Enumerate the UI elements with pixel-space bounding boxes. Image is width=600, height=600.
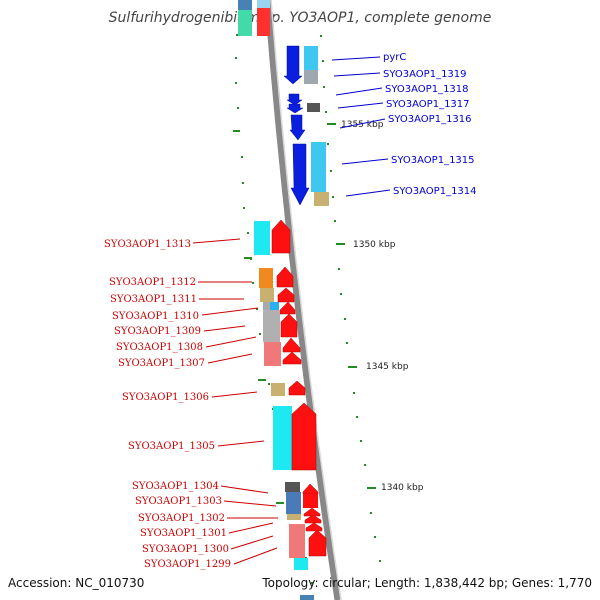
gene-label-SYO3AOP1_1307: SYO3AOP1_1307 — [118, 358, 205, 369]
guide-dots — [235, 34, 381, 584]
gene-label-SYO3AOP1_1314: SYO3AOP1_1314 — [393, 186, 477, 197]
gene-label-SYO3AOP1_1318: SYO3AOP1_1318 — [385, 84, 469, 95]
gene-label-SYO3AOP1_1300: SYO3AOP1_1300 — [142, 544, 229, 555]
gene-label-SYO3AOP1_1316: SYO3AOP1_1316 — [388, 114, 472, 125]
reverse-strand-features — [254, 219, 327, 600]
gene-label-pyrC: pyrC — [383, 52, 406, 63]
gene-label-SYO3AOP1_1305: SYO3AOP1_1305 — [128, 441, 215, 452]
forward-strand-features — [283, 45, 329, 206]
gene-label-SYO3AOP1_1308: SYO3AOP1_1308 — [116, 342, 203, 353]
genome-backbone — [264, 0, 342, 600]
gene-label-SYO3AOP1_1301: SYO3AOP1_1301 — [140, 528, 227, 539]
gene-label-SYO3AOP1_1302: SYO3AOP1_1302 — [138, 513, 225, 524]
scale-label: 1350 kbp — [353, 240, 396, 250]
gene-label-SYO3AOP1_1310: SYO3AOP1_1310 — [112, 311, 199, 322]
topology-text: Topology: circular; Length: 1,838,442 bp… — [262, 576, 592, 590]
reverse-leader-lines — [192, 238, 278, 565]
scale-label: 1355 kbp — [341, 120, 384, 130]
gene-label-SYO3AOP1_1319: SYO3AOP1_1319 — [383, 69, 467, 80]
gene-label-SYO3AOP1_1312: SYO3AOP1_1312 — [109, 277, 196, 288]
forward-leader-lines — [331, 56, 391, 197]
feature-block — [257, 0, 270, 36]
gene-label-SYO3AOP1_1317: SYO3AOP1_1317 — [386, 99, 470, 110]
gene-label-SYO3AOP1_1313: SYO3AOP1_1313 — [104, 239, 191, 250]
genome-title: Sulfurihydrogenibium sp. YO3AOP1, comple… — [108, 10, 492, 26]
gene-label-SYO3AOP1_1306: SYO3AOP1_1306 — [122, 392, 209, 403]
gene-label-SYO3AOP1_1299: SYO3AOP1_1299 — [144, 559, 231, 570]
gene-label-SYO3AOP1_1309: SYO3AOP1_1309 — [114, 326, 201, 337]
gene-label-SYO3AOP1_1304: SYO3AOP1_1304 — [132, 481, 219, 492]
gene-label-SYO3AOP1_1311: SYO3AOP1_1311 — [110, 294, 197, 305]
scale-label: 1345 kbp — [366, 362, 409, 372]
gene-label-SYO3AOP1_1303: SYO3AOP1_1303 — [135, 496, 222, 507]
accession-text: Accession: NC_010730 — [8, 576, 145, 590]
scale-label: 1340 kbp — [381, 483, 424, 493]
gene-label-SYO3AOP1_1315: SYO3AOP1_1315 — [391, 155, 475, 166]
